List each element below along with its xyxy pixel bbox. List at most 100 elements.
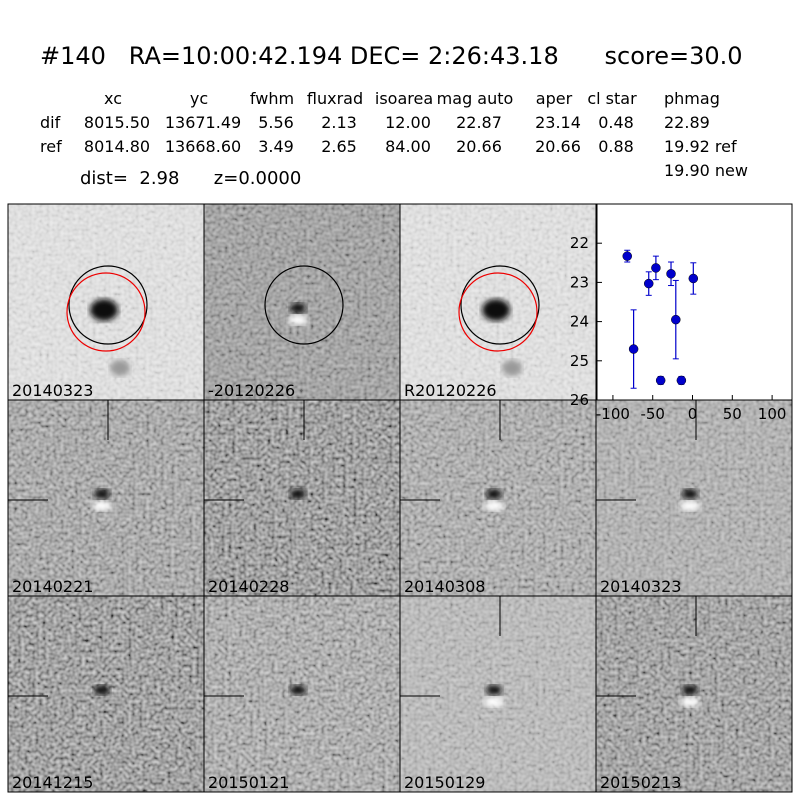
- ref-circle: [68, 265, 148, 345]
- source: [482, 299, 510, 321]
- plot-area: [596, 203, 793, 401]
- residual-dark: [94, 489, 110, 499]
- table-cell: 12.00: [385, 113, 431, 132]
- table-cell: 19.92 ref: [664, 137, 737, 156]
- x-tick-label: 0: [688, 405, 698, 423]
- stamp-noise: [204, 204, 400, 400]
- source: [90, 299, 118, 321]
- image-stamp: 20150121: [203, 595, 401, 793]
- residual-dark: [486, 685, 502, 695]
- stamp-label: 20140323: [600, 577, 681, 596]
- table-cell: 2.13: [321, 113, 357, 132]
- table-cell: 2.65: [321, 137, 357, 156]
- stamp-border: [595, 595, 793, 793]
- stamp-label: 20150213: [600, 773, 681, 792]
- residual-dark: [682, 685, 698, 695]
- residual-dark: [290, 489, 306, 499]
- image-stamp: 20150213: [595, 595, 793, 793]
- point: [622, 251, 632, 261]
- y-tick-label: 26: [570, 391, 589, 409]
- y-tick-label: 24: [570, 313, 589, 331]
- y-tick-label: 22: [570, 234, 589, 252]
- residual-dark: [682, 489, 698, 499]
- stamp-label: 20140323: [12, 381, 93, 400]
- residual-dark: [94, 685, 110, 695]
- source-faint: [502, 360, 522, 376]
- image-stamp: 20140308: [399, 399, 597, 597]
- table-cell: 3.49: [258, 137, 294, 156]
- table-cell: 23.14: [535, 113, 581, 132]
- residual-bright: [680, 697, 700, 707]
- column-header: aper: [536, 89, 573, 108]
- residual-bright: [680, 501, 700, 511]
- table-cell: 13668.60: [165, 137, 241, 156]
- column-header: isoarea: [375, 89, 433, 108]
- image-stamp: 20140323: [7, 203, 205, 401]
- residual-bright: [484, 697, 504, 707]
- stamp-label: 20150121: [208, 773, 289, 792]
- image-stamp: -20120226: [203, 203, 401, 401]
- summary: dist= 2.98 z=0.0000: [80, 168, 301, 189]
- residual-bright: [484, 501, 504, 511]
- image-stamp: 20150129: [399, 595, 597, 793]
- point: [688, 273, 699, 284]
- residual-dark: [486, 489, 502, 499]
- light-curve: 22 23 24 25 26 -100 -50 0 50 100: [570, 203, 793, 423]
- residual-dark: [290, 303, 306, 313]
- stamp-label: 20150129: [404, 773, 485, 792]
- source-faint: [110, 360, 130, 376]
- row-label: ref: [40, 137, 62, 156]
- column-header: yc: [190, 89, 208, 108]
- column-header: fluxrad: [307, 89, 363, 108]
- table-cell: 22.89: [664, 113, 710, 132]
- image-stamp: 20140323: [595, 399, 793, 597]
- point: [666, 269, 676, 279]
- info-table: xc yc fwhm fluxrad isoarea mag auto aper cl sta…: [40, 89, 748, 180]
- column-header: xc: [104, 89, 122, 108]
- panels: 20140323 -20120226 R20120226 20140221 201402…: [7, 203, 793, 793]
- residual-dark: [290, 685, 306, 695]
- y-tick-label: 23: [570, 273, 589, 291]
- new-circle: [66, 272, 146, 352]
- image-stamp: R20120226: [399, 203, 597, 401]
- table-cell: 84.00: [385, 137, 431, 156]
- stamp-label: 20141215: [12, 773, 93, 792]
- table-cell: 13671.49: [165, 113, 241, 132]
- column-header: fwhm: [250, 89, 294, 108]
- table-cell: 22.87: [456, 113, 502, 132]
- column-header: phmag: [664, 89, 720, 108]
- table-note: 19.90 new: [664, 161, 748, 180]
- point: [643, 278, 654, 289]
- image-stamp: 20141215: [7, 595, 205, 793]
- y-tick-label: 25: [570, 352, 589, 370]
- table-cell: 0.48: [598, 113, 634, 132]
- stamp-label: 20140228: [208, 577, 289, 596]
- ref-circle: [264, 265, 344, 345]
- residual-bright: [92, 501, 112, 511]
- x-tick-label: 100: [758, 405, 787, 423]
- point: [671, 314, 681, 325]
- point: [628, 344, 639, 354]
- residual-bright: [288, 315, 308, 325]
- stamp-label: 20140308: [404, 577, 485, 596]
- point: [651, 263, 661, 273]
- title: #140 RA=10:00:42.194 DEC= 2:26:43.18 sco…: [40, 42, 743, 70]
- x-tick-label: 50: [723, 405, 742, 423]
- table-cell: 5.56: [258, 113, 294, 132]
- new-circle: [458, 272, 538, 352]
- row-label: dif: [40, 113, 61, 132]
- table-cell: 8014.80: [84, 137, 150, 156]
- table-cell: 20.66: [535, 137, 581, 156]
- table-cell: 0.88: [598, 137, 634, 156]
- image-stamp: 20140228: [203, 399, 401, 597]
- ref-circle: [460, 265, 540, 345]
- x-tick-label: -100: [596, 405, 630, 423]
- stamp-label: -20120226: [208, 381, 295, 400]
- column-header: cl star: [587, 89, 637, 108]
- point: [676, 375, 687, 386]
- stamp-label: 20140221: [12, 577, 93, 596]
- image-stamp: 20140221: [7, 399, 205, 597]
- stamp-label: R20120226: [404, 381, 497, 400]
